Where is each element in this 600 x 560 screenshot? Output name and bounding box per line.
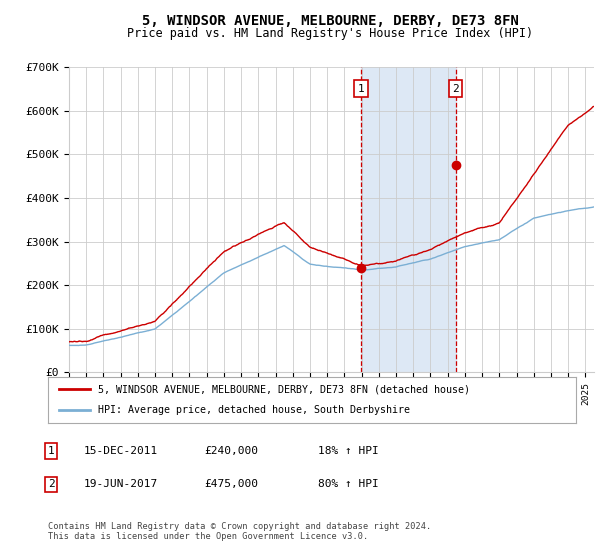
Text: £475,000: £475,000: [204, 479, 258, 489]
Text: 15-DEC-2011: 15-DEC-2011: [84, 446, 158, 456]
Text: 1: 1: [47, 446, 55, 456]
Text: 2: 2: [47, 479, 55, 489]
Text: £240,000: £240,000: [204, 446, 258, 456]
Text: 19-JUN-2017: 19-JUN-2017: [84, 479, 158, 489]
Text: 5, WINDSOR AVENUE, MELBOURNE, DERBY, DE73 8FN: 5, WINDSOR AVENUE, MELBOURNE, DERBY, DE7…: [142, 14, 518, 28]
Text: HPI: Average price, detached house, South Derbyshire: HPI: Average price, detached house, Sout…: [98, 405, 410, 416]
Text: 1: 1: [358, 83, 364, 94]
Text: 5, WINDSOR AVENUE, MELBOURNE, DERBY, DE73 8FN (detached house): 5, WINDSOR AVENUE, MELBOURNE, DERBY, DE7…: [98, 384, 470, 394]
Text: 18% ↑ HPI: 18% ↑ HPI: [318, 446, 379, 456]
Bar: [361, 67, 456, 372]
Text: 80% ↑ HPI: 80% ↑ HPI: [318, 479, 379, 489]
Text: Price paid vs. HM Land Registry's House Price Index (HPI): Price paid vs. HM Land Registry's House …: [127, 27, 533, 40]
Text: Contains HM Land Registry data © Crown copyright and database right 2024.
This d: Contains HM Land Registry data © Crown c…: [48, 522, 431, 542]
Text: 2: 2: [452, 83, 459, 94]
